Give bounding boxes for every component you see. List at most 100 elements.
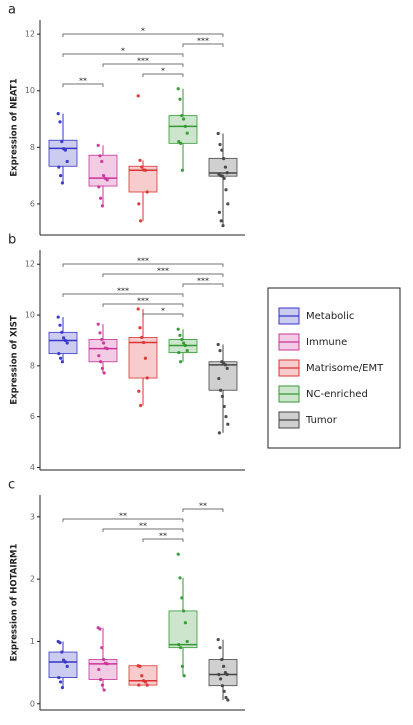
data-point <box>179 141 183 145</box>
panel-label: c <box>8 478 15 493</box>
data-point <box>65 341 69 345</box>
legend-label: Tumor <box>305 415 338 426</box>
data-point <box>223 363 227 367</box>
data-point <box>185 639 189 644</box>
data-point <box>182 341 186 345</box>
data-point <box>220 394 224 398</box>
data-point <box>183 621 187 625</box>
data-point <box>56 315 60 319</box>
data-point <box>222 157 226 161</box>
significance-bracket <box>102 63 184 67</box>
data-point <box>57 165 61 169</box>
data-point <box>96 322 100 326</box>
significance-bracket <box>62 83 104 87</box>
data-point <box>216 342 220 347</box>
data-point <box>62 336 66 340</box>
data-point <box>102 371 106 375</box>
data-point <box>102 657 106 662</box>
data-point <box>140 165 144 169</box>
data-point <box>60 360 64 364</box>
y-tick-label: 10 <box>25 311 35 320</box>
data-point <box>59 356 63 360</box>
y-axis-label: Expression of XIST <box>10 315 20 405</box>
box <box>88 659 118 680</box>
data-point <box>225 366 229 370</box>
y-axis-label: Expression of HOTAIRM1 <box>10 543 20 661</box>
data-point <box>221 224 225 228</box>
data-point <box>142 340 146 345</box>
y-tick-label: 3 <box>30 512 35 521</box>
data-point <box>177 642 181 647</box>
data-point <box>145 376 149 380</box>
data-point <box>102 688 106 692</box>
data-point <box>220 148 224 152</box>
significance-label: * <box>141 27 145 36</box>
data-point <box>65 664 69 668</box>
data-point <box>217 431 221 435</box>
data-point <box>222 404 226 409</box>
data-point <box>226 202 230 206</box>
significance-label: ** <box>139 522 147 531</box>
significance-label: *** <box>197 277 209 286</box>
data-point <box>100 366 104 370</box>
data-point <box>57 675 61 680</box>
data-point <box>179 360 183 364</box>
data-point <box>99 196 103 200</box>
data-point <box>138 326 142 330</box>
significance-bracket <box>62 53 184 57</box>
significance-bracket <box>102 273 224 277</box>
significance-label: ** <box>119 512 127 521</box>
data-point <box>138 664 142 668</box>
data-point <box>145 190 149 194</box>
y-tick-label: 2 <box>30 575 35 584</box>
y-tick-label: 8 <box>30 361 35 370</box>
data-point <box>178 333 182 337</box>
data-point <box>136 307 140 311</box>
significance-bracket <box>182 43 224 47</box>
data-point <box>180 596 184 600</box>
data-point <box>222 664 226 668</box>
data-point <box>217 672 221 677</box>
data-point <box>59 680 63 684</box>
data-point <box>58 641 62 645</box>
data-point <box>105 662 109 666</box>
data-point <box>100 337 104 342</box>
panel-label: b <box>8 233 16 248</box>
y-tick-label: 6 <box>30 412 35 421</box>
data-point <box>178 97 182 101</box>
data-point <box>65 159 69 164</box>
data-point <box>57 352 61 356</box>
significance-label: *** <box>157 267 169 276</box>
data-point <box>217 210 221 214</box>
data-point <box>226 422 230 426</box>
data-point <box>143 356 147 360</box>
data-point <box>97 354 101 358</box>
data-point <box>222 176 226 181</box>
data-point <box>218 349 222 353</box>
data-point <box>97 185 101 189</box>
data-point <box>60 685 64 690</box>
data-point <box>97 667 101 672</box>
y-tick-label: 12 <box>25 260 35 269</box>
box <box>208 361 238 391</box>
legend-label: Immune <box>306 337 347 348</box>
data-point <box>60 140 64 144</box>
data-point <box>180 114 184 118</box>
data-point <box>176 327 180 331</box>
data-point <box>143 680 147 684</box>
significance-label: *** <box>137 297 149 306</box>
data-point <box>185 131 189 135</box>
y-tick-label: 1 <box>30 637 35 646</box>
significance-bracket <box>142 313 184 317</box>
data-point <box>224 695 228 700</box>
data-point <box>182 117 186 121</box>
y-tick-label: 4 <box>30 463 35 472</box>
data-point <box>140 335 144 339</box>
data-point <box>96 143 100 147</box>
box <box>48 139 78 167</box>
data-point <box>218 142 222 147</box>
significance-bracket <box>182 283 224 287</box>
significance-label: * <box>161 307 165 316</box>
data-point <box>63 148 67 152</box>
